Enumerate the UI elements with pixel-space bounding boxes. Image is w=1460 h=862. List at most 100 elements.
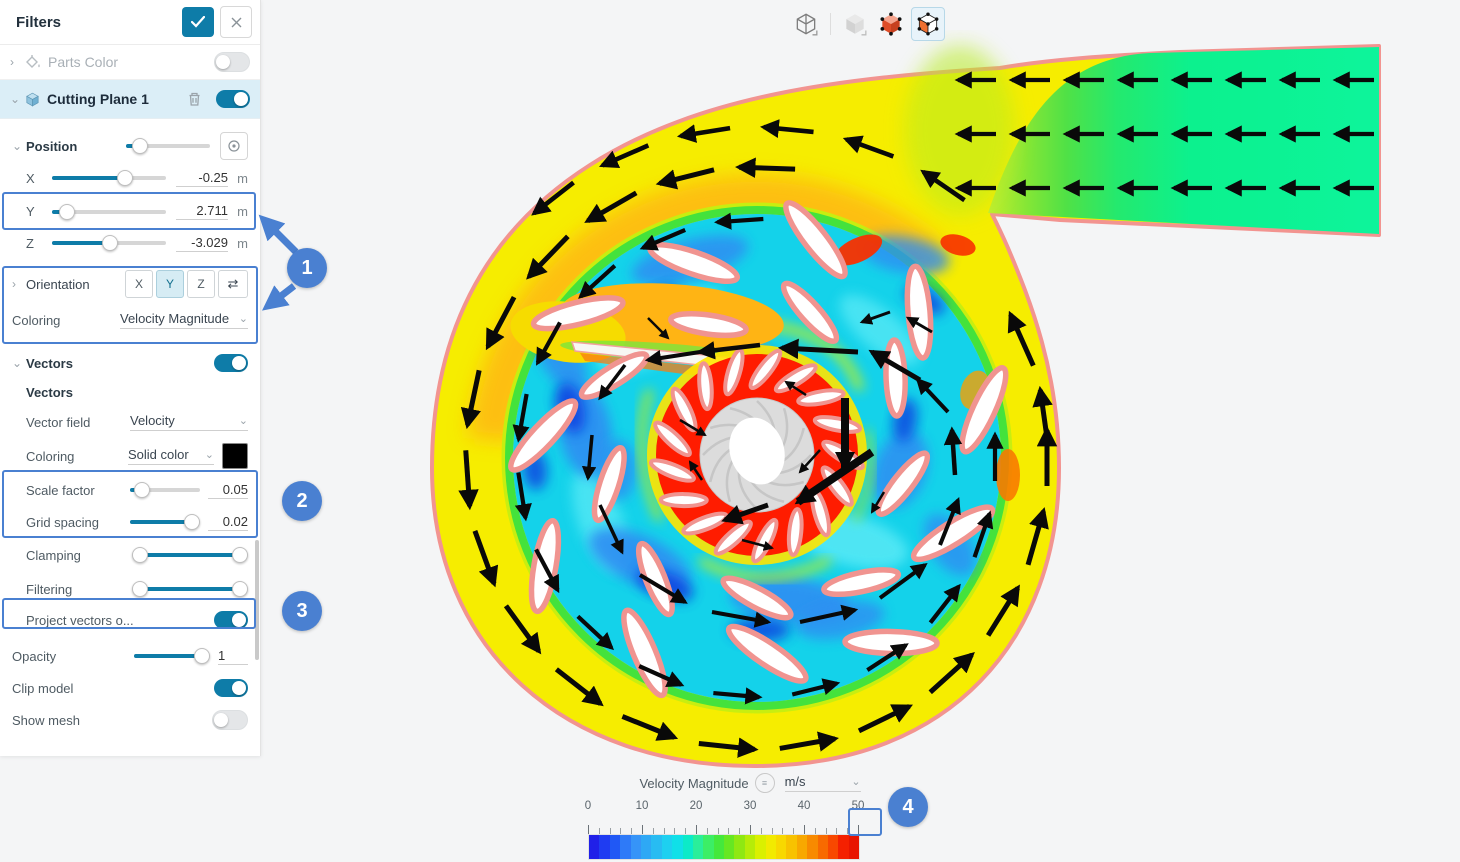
chevron-down-icon: ⌄ <box>204 449 214 461</box>
clamping-range-slider[interactable] <box>132 547 248 563</box>
project-vectors-toggle[interactable] <box>214 611 248 629</box>
filtering-row: Filtering <box>0 572 260 606</box>
show-mesh-toggle[interactable] <box>212 710 248 730</box>
orientation-z-button[interactable]: Z <box>187 270 215 298</box>
opacity-value[interactable]: 1 <box>218 648 248 665</box>
vectors-section-header[interactable]: ⌄ Vectors <box>0 348 260 378</box>
vector-coloring-label: Coloring <box>26 448 75 464</box>
position-section-header[interactable]: ⌄ Position <box>0 131 260 161</box>
vector-field-label: Vector field <box>26 414 91 430</box>
panel-scrollbar[interactable] <box>255 540 259 660</box>
orientation-y-button[interactable]: Y <box>156 270 184 298</box>
annotation-badge-1: 1 <box>287 248 327 288</box>
grid-spacing-slider[interactable] <box>130 514 200 530</box>
legend-options-icon[interactable]: ≡ <box>754 773 775 793</box>
opacity-label: Opacity <box>12 648 57 664</box>
chevron-right-icon: › <box>12 277 16 291</box>
chevron-right-icon: › <box>10 55 14 69</box>
plane-offset-slider[interactable] <box>126 138 210 154</box>
z-position-slider[interactable] <box>52 235 166 251</box>
view-toolbar <box>788 4 947 44</box>
close-icon <box>231 17 241 27</box>
plane-coloring-dropdown[interactable]: Velocity Magnitude ⌄ <box>120 311 248 329</box>
panel-title: Filters <box>16 13 62 31</box>
center-plane-button[interactable] <box>220 132 248 160</box>
clip-model-row: Clip model <box>0 672 260 704</box>
grid-spacing-value[interactable]: 0.02 <box>208 514 248 531</box>
coloring-label: Coloring <box>12 312 61 328</box>
y-position-slider[interactable] <box>52 203 166 220</box>
close-button[interactable] <box>220 6 252 38</box>
target-icon <box>228 140 240 152</box>
shaded-cube-faces-icon-selected[interactable] <box>911 7 945 41</box>
scale-factor-value[interactable]: 0.05 <box>208 482 248 499</box>
vectors-group-label: Vectors <box>26 384 73 400</box>
chevron-down-icon: ⌄ <box>851 776 861 788</box>
annotation-badge-3: 3 <box>282 591 322 631</box>
opacity-slider[interactable] <box>134 648 210 664</box>
filter-item-cutting-plane[interactable]: ⌄ Cutting Plane 1 <box>0 80 260 119</box>
velocity-field-visualization[interactable] <box>420 30 1390 775</box>
position-z-row: Z -3.029 m <box>0 228 260 258</box>
chevron-down-icon: ⌄ <box>238 415 248 427</box>
orientation-label: Orientation <box>26 276 90 292</box>
vectors-section-label: Vectors <box>26 355 73 371</box>
opacity-row: Opacity 1 <box>0 640 260 672</box>
parts-color-toggle[interactable] <box>214 52 250 72</box>
chevron-down-icon: ⌄ <box>10 92 21 106</box>
y-position-value[interactable]: 2.711 <box>176 203 228 220</box>
filtering-range-slider[interactable] <box>132 581 248 597</box>
scale-factor-row: Scale factor 0.05 <box>0 474 260 506</box>
solid-cube-icon[interactable] <box>839 8 871 40</box>
annotation-arrows <box>258 214 299 311</box>
project-vectors-label: Project vectors o... <box>26 612 134 628</box>
y-axis-label: Y <box>26 204 35 219</box>
color-legend: Velocity Magnitude ≡ m/s ⌄ 0 10 20 30 40 50 <box>560 770 940 862</box>
scale-factor-slider[interactable] <box>130 482 200 498</box>
vector-coloring-dropdown[interactable]: Solid color ⌄ <box>128 447 214 465</box>
position-y-row: Y 2.711 m <box>0 195 260 228</box>
check-icon <box>191 16 205 28</box>
legend-ticks: 0 10 20 30 40 50 <box>560 798 940 834</box>
x-position-slider[interactable] <box>52 170 166 186</box>
vector-color-swatch[interactable] <box>222 443 248 469</box>
shaded-cube-vertices-icon[interactable] <box>875 8 907 40</box>
legend-tick-label: 30 <box>743 800 757 812</box>
turbine-runner <box>647 345 867 565</box>
vectors-toggle[interactable] <box>214 354 248 372</box>
scale-factor-label: Scale factor <box>26 482 95 498</box>
chevron-down-icon: ⌄ <box>12 356 23 370</box>
filter-item-parts-color[interactable]: › Parts Color <box>0 45 260 80</box>
filters-panel: Filters › Parts Color ⌄ <box>0 0 261 756</box>
legend-colorbar <box>588 834 860 860</box>
plane-coloring-value: Velocity Magnitude <box>120 311 230 326</box>
legend-tick-label: 50 <box>851 800 865 812</box>
project-vectors-row: Project vectors o... <box>0 606 260 634</box>
y-unit: m <box>237 204 248 219</box>
apply-button[interactable] <box>182 7 214 37</box>
z-position-value[interactable]: -3.029 <box>176 235 228 252</box>
orientation-x-button[interactable]: X <box>125 270 153 298</box>
grid-spacing-label: Grid spacing <box>26 514 99 530</box>
cutting-plane-icon <box>26 92 39 106</box>
clip-model-toggle[interactable] <box>214 679 248 697</box>
legend-title: Velocity Magnitude <box>639 775 749 791</box>
trash-icon[interactable] <box>187 91 202 107</box>
velocity-vectors <box>458 71 1374 758</box>
clip-model-label: Clip model <box>12 680 74 696</box>
legend-tick-label: 40 <box>797 800 811 812</box>
x-position-value[interactable]: -0.25 <box>176 170 228 187</box>
clamping-row: Clamping <box>0 538 260 572</box>
z-axis-label: Z <box>26 235 34 251</box>
chevron-down-icon: ⌄ <box>238 313 248 325</box>
legend-unit-dropdown[interactable]: m/s ⌄ <box>784 774 861 792</box>
toolbar-separator <box>830 13 831 35</box>
flip-orientation-button[interactable]: ⇄ <box>218 270 248 298</box>
orientation-row: › Orientation X Y Z ⇄ <box>0 268 260 300</box>
cutting-plane-toggle[interactable] <box>216 90 250 108</box>
wireframe-cube-icon[interactable] <box>790 8 822 40</box>
vector-field-dropdown[interactable]: Velocity ⌄ <box>130 413 248 431</box>
show-mesh-label: Show mesh <box>12 712 80 728</box>
swap-arrows-icon: ⇄ <box>227 276 239 291</box>
